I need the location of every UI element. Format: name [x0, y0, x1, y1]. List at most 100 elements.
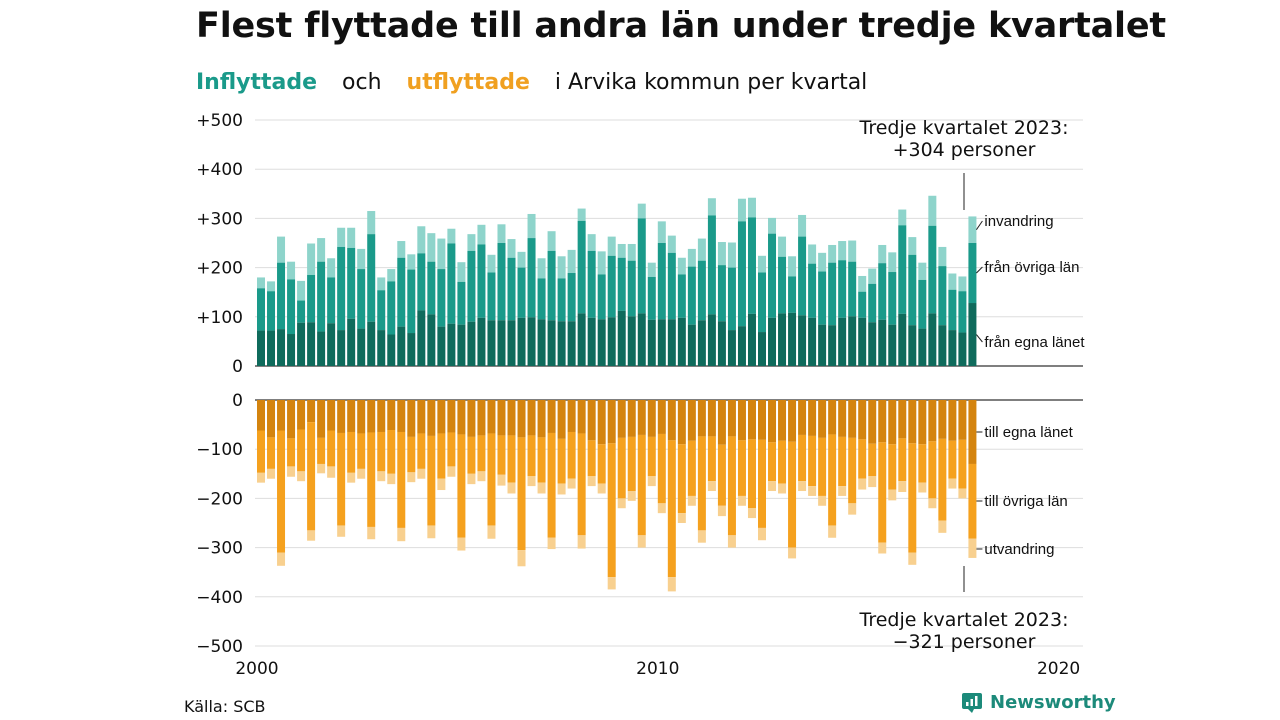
- bar-outflow-other-county: [597, 444, 606, 484]
- bar-inflow-own-county: [477, 317, 486, 366]
- bar-inflow-other-county: [938, 266, 947, 326]
- bar-outflow-own-county: [467, 400, 476, 437]
- bar-inflow-own-county: [908, 325, 917, 366]
- bar-outflow-own-county: [507, 400, 516, 436]
- bar-outflow-own-county: [968, 400, 977, 464]
- bar-inflow-own-county: [637, 313, 646, 366]
- bar-outflow-other-county: [267, 437, 276, 469]
- series-leader-line: [976, 220, 983, 230]
- bar-outflow-emigration: [327, 466, 336, 478]
- chart-subtitle: Inflyttade och utflyttade i Arvika kommu…: [196, 70, 885, 95]
- bar-inflow-own-county: [928, 313, 937, 366]
- bar-outflow-emigration: [397, 527, 406, 542]
- bar-outflow-other-county: [397, 431, 406, 528]
- bar-outflow-own-county: [327, 400, 336, 431]
- bar-outflow-emigration: [707, 481, 716, 492]
- bar-outflow-emigration: [938, 520, 947, 533]
- bar-outflow-other-county: [637, 434, 646, 536]
- bar-outflow-emigration: [637, 535, 646, 548]
- bar-inflow-immigration: [517, 251, 526, 268]
- bar-outflow-other-county: [587, 440, 596, 477]
- bar-outflow-other-county: [818, 437, 827, 496]
- bar-inflow-own-county: [297, 322, 306, 366]
- bar-outflow-other-county: [908, 443, 917, 553]
- bar-outflow-emigration: [357, 468, 366, 479]
- bar-outflow-emigration: [657, 503, 666, 514]
- bar-inflow-own-county: [577, 313, 586, 366]
- bar-outflow-emigration: [858, 478, 867, 490]
- bar-inflow-other-county: [377, 290, 386, 331]
- bar-inflow-immigration: [838, 241, 847, 261]
- bar-inflow-other-county: [317, 261, 326, 332]
- outflow-bars: [257, 400, 977, 592]
- bar-outflow-own-county: [838, 400, 847, 437]
- bar-inflow-own-county: [357, 328, 366, 366]
- bar-inflow-other-county: [277, 262, 286, 330]
- bar-outflow-emigration: [778, 483, 787, 494]
- bar-inflow-other-county: [737, 221, 746, 327]
- bar-outflow-other-county: [507, 435, 516, 483]
- bar-inflow-other-county: [487, 272, 496, 321]
- bar-outflow-own-county: [567, 400, 576, 432]
- bar-outflow-other-county: [948, 440, 957, 479]
- bar-inflow-other-county: [677, 274, 686, 318]
- series-leader-line: [976, 334, 983, 343]
- bar-outflow-own-county: [547, 400, 556, 433]
- y-tick-label-bottom: −400: [196, 588, 243, 608]
- bar-outflow-own-county: [818, 400, 827, 438]
- bar-outflow-own-county: [307, 400, 316, 423]
- bar-inflow-own-county: [938, 325, 947, 366]
- bar-outflow-own-county: [487, 400, 496, 434]
- bar-inflow-own-county: [597, 319, 606, 366]
- bar-outflow-own-county: [387, 400, 396, 431]
- bar-inflow-immigration: [868, 268, 877, 284]
- bar-inflow-other-county: [948, 289, 957, 331]
- series-label-outflow: till egna länet: [984, 424, 1073, 441]
- bar-outflow-other-county: [727, 436, 736, 536]
- bar-outflow-other-county: [878, 442, 887, 543]
- bar-inflow-own-county: [727, 330, 736, 366]
- bar-outflow-emigration: [487, 525, 496, 539]
- bar-outflow-other-county: [898, 438, 907, 482]
- bar-outflow-own-county: [357, 400, 366, 434]
- bar-outflow-other-county: [747, 439, 756, 509]
- bar-outflow-other-county: [447, 432, 456, 467]
- bar-inflow-immigration: [888, 252, 897, 273]
- bar-outflow-other-county: [868, 443, 877, 477]
- bar-inflow-immigration: [447, 228, 456, 244]
- x-tick-label: 2000: [235, 659, 278, 679]
- bar-outflow-emigration: [337, 525, 346, 537]
- bar-inflow-immigration: [587, 234, 596, 251]
- y-tick-label-bottom: −200: [196, 489, 243, 509]
- y-tick-label-bottom: 0: [232, 391, 243, 411]
- bar-outflow-other-county: [377, 431, 386, 472]
- bar-outflow-other-county: [287, 438, 296, 467]
- annotations: Tredje kvartalet 2023:+304 personerTredj…: [859, 117, 1069, 653]
- bar-inflow-immigration: [697, 238, 706, 261]
- bar-inflow-immigration: [597, 251, 606, 275]
- bar-outflow-other-county: [808, 435, 817, 487]
- bar-outflow-other-county: [527, 435, 536, 477]
- bar-outflow-own-county: [868, 400, 877, 444]
- bar-outflow-own-county: [427, 400, 436, 436]
- bar-inflow-other-county: [647, 276, 656, 320]
- bar-outflow-own-county: [407, 400, 416, 437]
- bar-inflow-own-county: [627, 316, 636, 366]
- bar-inflow-other-county: [497, 243, 506, 321]
- bar-outflow-other-county: [677, 444, 686, 514]
- bar-inflow-other-county: [687, 266, 696, 325]
- bar-inflow-immigration: [707, 198, 716, 216]
- bar-outflow-other-county: [457, 434, 466, 538]
- bar-outflow-other-county: [848, 437, 857, 504]
- bar-outflow-other-county: [657, 433, 666, 504]
- annotation-inflow-line2: +304 personer: [893, 139, 1036, 161]
- bar-inflow-own-county: [367, 321, 376, 366]
- bar-inflow-own-county: [307, 322, 316, 366]
- bar-outflow-other-county: [798, 434, 807, 482]
- bar-inflow-own-county: [537, 319, 546, 366]
- bar-outflow-emigration: [277, 552, 286, 566]
- bar-inflow-immigration: [848, 240, 857, 262]
- bar-outflow-other-county: [537, 437, 546, 483]
- bar-outflow-other-county: [477, 435, 486, 472]
- bar-outflow-own-county: [457, 400, 466, 435]
